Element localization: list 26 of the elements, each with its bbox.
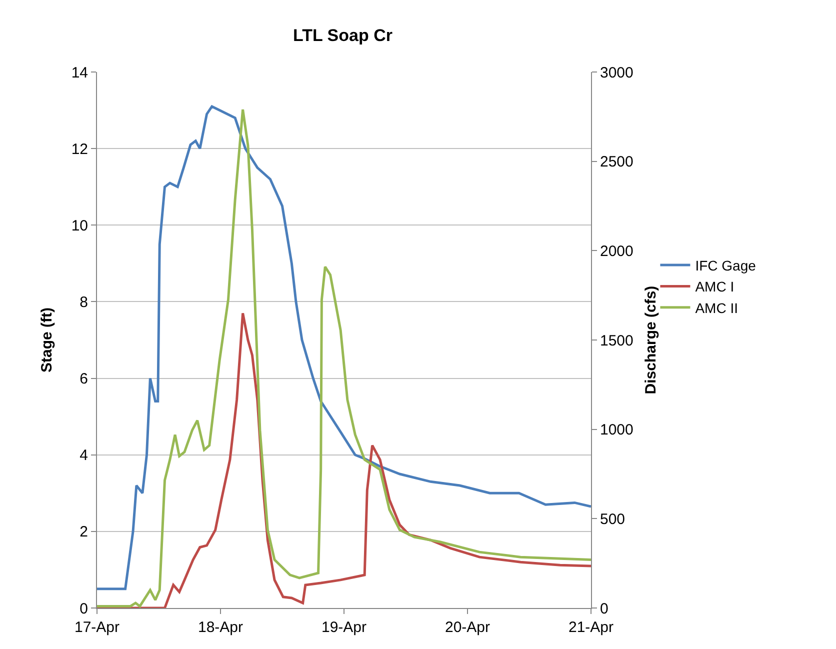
y2-tick-label: 3000 [600, 64, 634, 82]
y2-tick-label: 1500 [600, 332, 634, 350]
x-tick-label: 20-Apr [444, 619, 490, 636]
legend-label: AMC I [695, 278, 734, 295]
y2-tick-label: 2000 [600, 242, 634, 260]
y-tick-label: 6 [80, 370, 88, 388]
y-tick-label: 2 [80, 524, 88, 541]
x-tick-label: 19-Apr [321, 619, 367, 636]
y-tick-label: 8 [80, 294, 88, 311]
y-tick-label: 4 [80, 447, 88, 464]
y2-tick-label: 2500 [600, 154, 634, 171]
y-axis-title: Stage (ft) [38, 308, 56, 372]
x-tick-label: 17-Apr [74, 619, 120, 636]
y2-tick-label: 500 [600, 510, 626, 528]
legend-label: AMC II [695, 300, 738, 316]
y-tick-label: 12 [71, 140, 88, 158]
x-tick-label: 18-Apr [198, 619, 244, 636]
y2-tick-label: 0 [600, 600, 608, 618]
x-tick-label: 21-Apr [568, 619, 614, 636]
chart-title: LTL Soap Cr [293, 26, 393, 46]
y-tick-label: 14 [71, 64, 88, 82]
y2-axis-title: Discharge (cfs) [642, 286, 660, 394]
y2-tick-label: 1000 [600, 422, 634, 439]
y-tick-label: 0 [80, 600, 88, 618]
legend-label: IFC Gage [695, 257, 756, 274]
y-tick-label: 10 [71, 217, 88, 234]
